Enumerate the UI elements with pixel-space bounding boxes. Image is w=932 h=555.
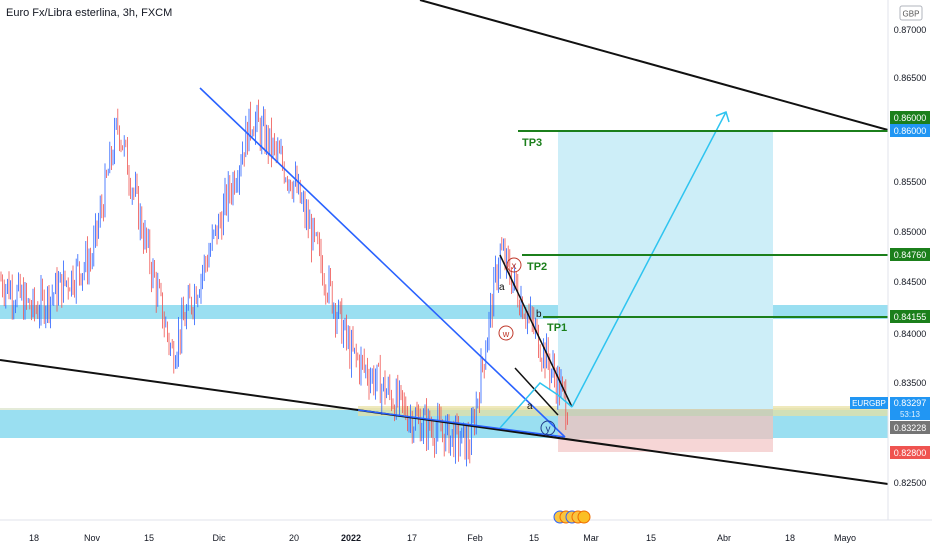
wave-a2-label: a — [527, 401, 533, 412]
wave-w-circle — [498, 325, 514, 341]
price-tick-label: 0.84500 — [894, 277, 927, 287]
badge-tp1: 0.84155 — [890, 310, 930, 323]
time-tick-label: Mar — [583, 533, 599, 543]
chart-title: Euro Fx/Libra esterlina, 3h, FXCM — [6, 7, 172, 19]
support-trend-line — [357, 409, 566, 438]
price-tick-label: 0.82500 — [894, 478, 927, 488]
target-box — [558, 131, 773, 409]
time-tick-label: Mayo — [834, 533, 856, 543]
events-icon[interactable] — [553, 510, 591, 524]
price-tick-label: 0.86500 — [894, 73, 927, 83]
svg-text:0.83228: 0.83228 — [894, 423, 927, 433]
stop-box — [558, 416, 773, 452]
price-tick-label: 0.87000 — [894, 25, 927, 35]
badge-tp3-blue: 0.86000 — [890, 124, 930, 137]
svg-text:0.86000: 0.86000 — [894, 126, 927, 136]
projection-path — [499, 382, 573, 429]
price-tick-label: 0.84000 — [894, 329, 927, 339]
time-tick-label: 17 — [407, 533, 417, 543]
badge-stop: 0.82800 — [890, 446, 930, 459]
entry-band — [358, 406, 888, 416]
wave-x-circle — [506, 257, 522, 273]
falling-wedge-line — [199, 87, 566, 438]
downtrend-line-upper — [419, 0, 889, 131]
time-tick-label: Dic — [213, 533, 226, 543]
price-tick-label: 0.85000 — [894, 227, 927, 237]
svg-text:EURGBP: EURGBP — [852, 399, 886, 408]
wave-w-label: w — [502, 329, 510, 339]
channel-line-a — [499, 254, 573, 408]
time-tick-label: 15 — [646, 533, 656, 543]
price-tick-label: 0.85500 — [894, 177, 927, 187]
currency-badge[interactable] — [899, 5, 923, 21]
svg-text:0.84760: 0.84760 — [894, 250, 927, 260]
time-tick-label: 18 — [29, 533, 39, 543]
time-tick-label: Feb — [467, 533, 483, 543]
time-axis-ticks: 18 Nov 15 Dic 20 2022 17 Feb 15 Mar 15 Abr 18 Mayo — [29, 533, 856, 543]
time-tick-label: 15 — [529, 533, 539, 543]
badge-symbol: EURGBP — [850, 397, 888, 409]
svg-text:0.86000: 0.86000 — [894, 113, 927, 123]
countdown-label: 53:13 — [900, 410, 921, 419]
wave-a-label: a — [499, 282, 505, 293]
projection-arrow — [571, 111, 727, 408]
channel-line-b — [514, 367, 559, 416]
wave-b-label: b — [536, 309, 542, 320]
candlestick-series — [0, 99, 568, 467]
badge-last-price: 0.83297 53:13 — [890, 397, 930, 420]
time-tick-label: Abr — [717, 533, 731, 543]
tp3-label: TP3 — [522, 137, 542, 149]
time-tick-label: 15 — [144, 533, 154, 543]
tp2-label: TP2 — [527, 261, 547, 273]
projection-arrowhead — [715, 110, 730, 123]
time-tick-label: 2022 — [341, 533, 361, 543]
badge-tp2: 0.84760 — [890, 248, 930, 261]
badge-entry: 0.83228 — [890, 421, 930, 434]
badge-tp3-green: 0.86000 — [890, 111, 930, 124]
wave-x-label: x — [512, 261, 517, 272]
wave-y-circle — [540, 420, 556, 436]
time-tick-label: 18 — [785, 533, 795, 543]
wave-y-label: y — [546, 424, 551, 435]
price-tick-label: 0.83500 — [894, 378, 927, 388]
svg-text:0.82800: 0.82800 — [894, 448, 927, 458]
svg-text:0.84155: 0.84155 — [894, 312, 927, 322]
time-tick-label: Nov — [84, 533, 101, 543]
currency-label: GBP — [903, 10, 920, 19]
svg-text:0.83297: 0.83297 — [894, 398, 927, 408]
price-axis-ticks: 0.87000 0.86500 0.85500 0.85000 0.84500 0.840… — [894, 25, 927, 488]
time-axis[interactable] — [0, 519, 932, 550]
entry-gray-box — [558, 409, 773, 439]
downtrend-line-lower — [0, 359, 889, 485]
tp1-label: TP1 — [547, 322, 567, 334]
time-tick-label: 20 — [289, 533, 299, 543]
